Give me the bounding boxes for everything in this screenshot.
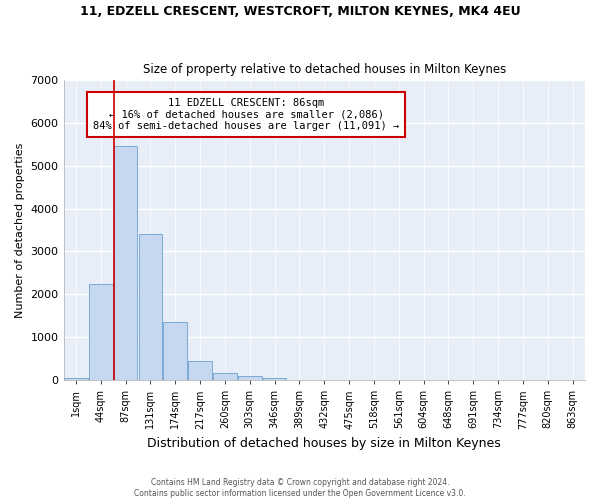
Bar	[114, 146, 137, 380]
Bar	[139, 234, 162, 380]
Title: Size of property relative to detached houses in Milton Keynes: Size of property relative to detached ho…	[143, 63, 506, 76]
Text: 11, EDZELL CRESCENT, WESTCROFT, MILTON KEYNES, MK4 4EU: 11, EDZELL CRESCENT, WESTCROFT, MILTON K…	[80, 5, 520, 18]
Text: Contains HM Land Registry data © Crown copyright and database right 2024.
Contai: Contains HM Land Registry data © Crown c…	[134, 478, 466, 498]
Bar	[188, 361, 212, 380]
Bar	[64, 378, 88, 380]
X-axis label: Distribution of detached houses by size in Milton Keynes: Distribution of detached houses by size …	[148, 437, 501, 450]
Y-axis label: Number of detached properties: Number of detached properties	[15, 142, 25, 318]
Bar	[163, 322, 187, 380]
Bar	[213, 372, 237, 380]
Text: 11 EDZELL CRESCENT: 86sqm
← 16% of detached houses are smaller (2,086)
84% of se: 11 EDZELL CRESCENT: 86sqm ← 16% of detac…	[93, 98, 399, 131]
Bar	[263, 378, 286, 380]
Bar	[238, 376, 262, 380]
Bar	[89, 284, 113, 380]
